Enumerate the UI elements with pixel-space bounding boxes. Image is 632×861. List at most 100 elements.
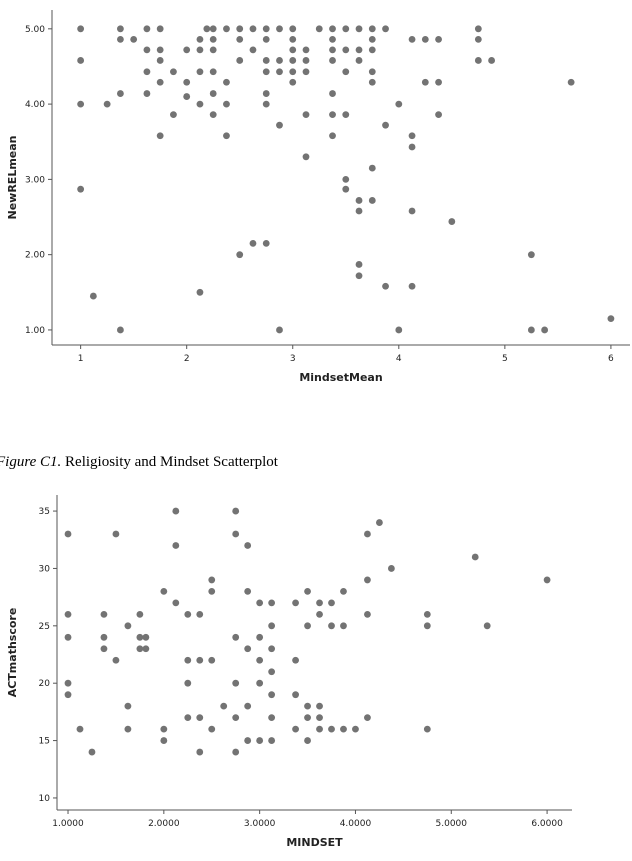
point [209, 25, 217, 33]
point [100, 633, 108, 641]
point [130, 35, 138, 43]
point [368, 164, 376, 172]
y-tick-label: 3.00 [25, 175, 45, 185]
point [276, 121, 283, 129]
point [302, 111, 310, 119]
point [183, 78, 191, 86]
point [223, 78, 230, 86]
point [196, 35, 204, 43]
point [196, 100, 204, 108]
point [340, 587, 347, 595]
point [196, 748, 204, 756]
point [607, 315, 615, 323]
point [249, 25, 257, 33]
x-tick-label: 3 [290, 354, 296, 364]
point [156, 46, 164, 54]
point [256, 656, 264, 664]
point [376, 519, 383, 526]
point [355, 57, 363, 64]
point [435, 35, 442, 43]
y-tick-label: 20 [39, 679, 51, 689]
point [474, 35, 482, 43]
point [143, 68, 151, 76]
point [160, 587, 168, 595]
point [249, 239, 257, 247]
y-tick-label: 4.00 [25, 100, 45, 110]
point [302, 57, 310, 64]
point [364, 610, 371, 618]
point [208, 576, 216, 584]
point [329, 57, 336, 64]
point [328, 599, 335, 607]
point [268, 622, 276, 630]
point [340, 622, 347, 630]
point [77, 25, 85, 33]
point [342, 185, 350, 193]
x-tick-label: 6 [608, 354, 614, 364]
point [315, 25, 323, 33]
point [249, 46, 257, 54]
point [304, 587, 311, 595]
point [262, 57, 270, 64]
point [262, 68, 270, 76]
point [196, 46, 204, 54]
point [76, 725, 84, 733]
point [156, 25, 164, 33]
point [329, 25, 336, 33]
point [220, 702, 228, 710]
point [276, 57, 283, 64]
point [368, 35, 376, 43]
y-tick-label: 5.00 [25, 25, 45, 35]
point [474, 57, 482, 64]
y-tick-label: 15 [39, 737, 50, 747]
point [364, 530, 371, 538]
point [196, 714, 204, 722]
point [329, 35, 336, 43]
point [256, 679, 264, 687]
point [160, 737, 168, 744]
x-tick-label: 1.0000 [52, 819, 84, 829]
point [112, 656, 120, 664]
point [423, 610, 431, 618]
point [364, 576, 371, 584]
point [289, 78, 297, 86]
point [184, 610, 192, 618]
x-tick-label: 5.0000 [436, 819, 468, 829]
point [117, 90, 124, 97]
caption-text: Religiosity and Mindset Scatterplot [65, 454, 279, 470]
point [232, 507, 240, 515]
point [196, 288, 204, 296]
point [471, 553, 479, 561]
point [244, 737, 252, 744]
point [408, 207, 416, 215]
point [382, 25, 389, 33]
point [209, 46, 217, 54]
point [342, 111, 350, 119]
point [172, 542, 180, 549]
y-axis-title: NewRELmean [6, 136, 19, 220]
x-axis-title: MindsetMean [299, 371, 382, 384]
point [64, 610, 72, 618]
point [289, 68, 297, 76]
point [316, 610, 323, 618]
point [355, 272, 363, 280]
point [184, 656, 192, 664]
point [262, 35, 270, 43]
point [136, 633, 144, 641]
point [117, 25, 124, 33]
point [236, 35, 244, 43]
point [483, 622, 491, 630]
y-tick-label: 10 [39, 794, 51, 804]
point [236, 25, 244, 33]
point [292, 599, 299, 607]
point [316, 702, 323, 710]
point [342, 175, 350, 183]
point [209, 35, 217, 43]
point [355, 207, 363, 215]
point [183, 93, 191, 100]
point [184, 679, 192, 687]
point [232, 633, 240, 641]
point [408, 35, 416, 43]
point [368, 68, 376, 76]
point [448, 218, 456, 225]
